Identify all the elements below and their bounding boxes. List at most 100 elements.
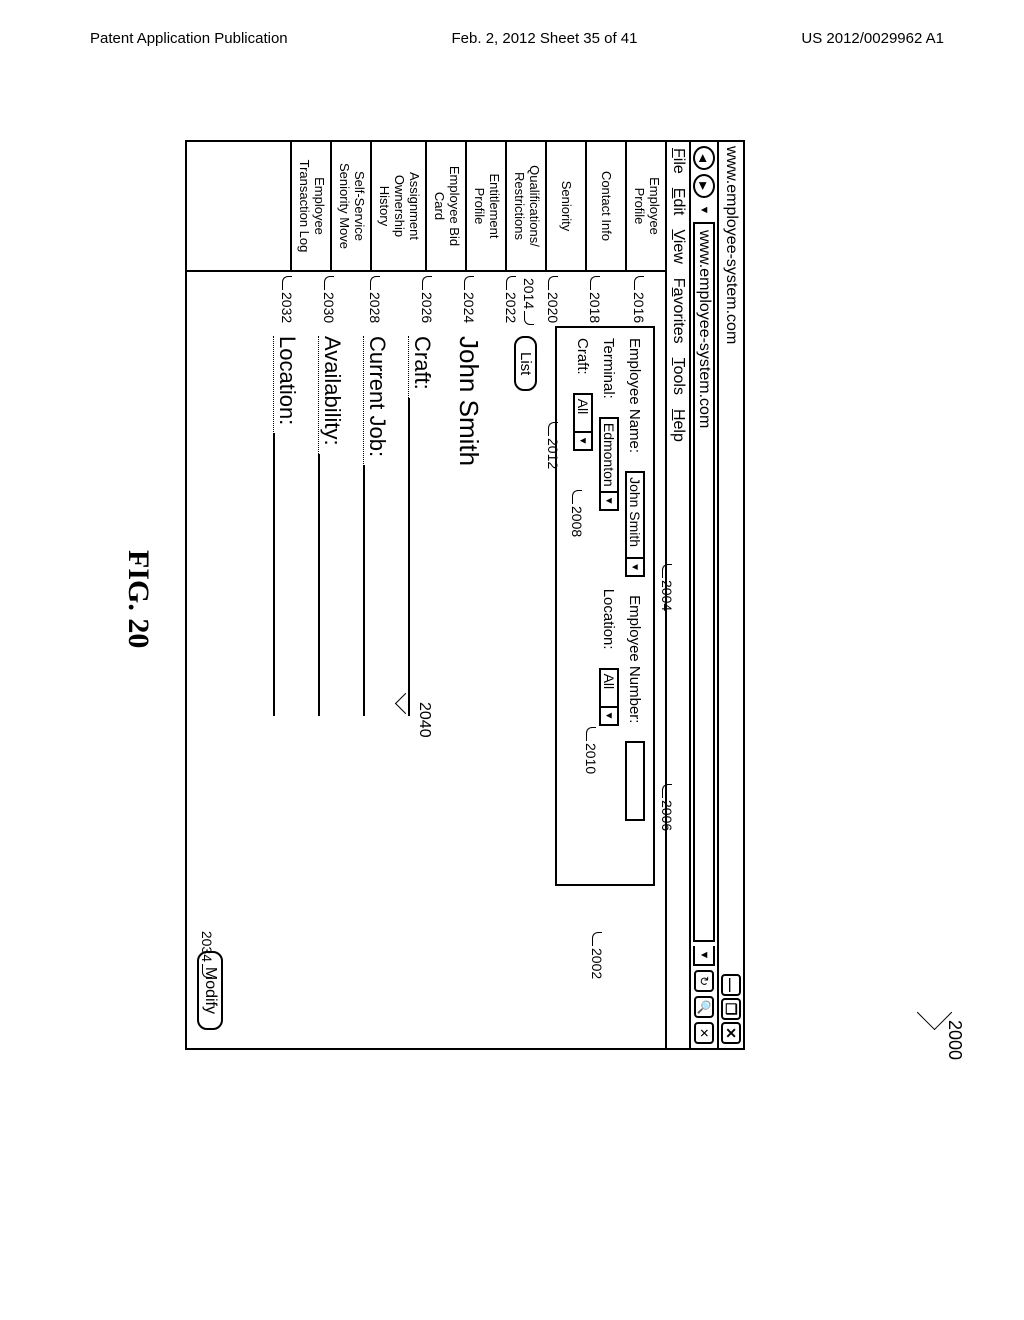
header-right: US 2012/0029962 A1 (801, 30, 944, 47)
employee-name-label: Employee Name: (627, 338, 644, 453)
menu-tools[interactable]: Tools (669, 358, 687, 395)
ref-2018: 2018 (587, 276, 603, 323)
ref-2008: 2008 (569, 490, 585, 537)
sidebar-item-contact-info[interactable]: Contact Info (585, 142, 625, 270)
chevron-down-icon[interactable]: ▼ (599, 493, 619, 511)
detail-value (273, 433, 295, 716)
ref-2032: 2032 (279, 276, 295, 323)
ref-2030: 2030 (321, 276, 337, 323)
ref-2022: 2022 (503, 276, 519, 323)
menu-view[interactable]: View (669, 229, 687, 263)
employee-number-input[interactable] (625, 741, 645, 821)
menu-file[interactable]: File (669, 148, 687, 174)
ref-2024: 2024 (461, 276, 477, 323)
figure-20: 2000 www.employee-system.com — ❐ ✕ ◄ ► ▼… (25, 180, 925, 1010)
sidebar-item-employee-profile[interactable]: EmployeeProfile (625, 142, 665, 270)
location-input[interactable]: All (599, 668, 619, 708)
sidebar-item-assignment-history[interactable]: AssignmentOwnershipHistory (370, 142, 425, 270)
ref-2034: 2034 (199, 931, 215, 978)
sidebar-item-label: Self-ServiceSeniority Move (336, 163, 366, 249)
ref-2020: 2020 (545, 276, 561, 323)
detail-value (408, 398, 430, 716)
sidebar-item-label: Employee BidCard (431, 166, 461, 246)
detail-label: Craft: (409, 336, 435, 390)
sidebar: EmployeeProfile Contact Info Seniority Q… (187, 142, 665, 272)
sidebar-item-label: Contact Info (599, 171, 614, 241)
detail-label: Availability: (319, 336, 345, 446)
sidebar-item-entitlement[interactable]: EntitlementProfile (465, 142, 505, 270)
ref-2010: 2010 (583, 727, 599, 774)
ref-2040: 2040 (415, 702, 433, 738)
terminal-input[interactable]: Edmonton (599, 417, 619, 493)
sidebar-item-label: Seniority (559, 181, 574, 232)
ref-2002: 2002 (589, 932, 605, 979)
chevron-down-icon[interactable]: ▼ (599, 708, 619, 726)
search-icon[interactable]: 🔍 (694, 996, 714, 1018)
sidebar-item-label: EmployeeTransaction Log (296, 160, 326, 253)
craft-combo[interactable]: All ▼ (573, 393, 593, 451)
ref-2028: 2028 (367, 276, 383, 323)
terminal-combo[interactable]: Edmonton ▼ (599, 417, 619, 511)
sidebar-item-label: Qualifications/Restrictions (511, 165, 541, 247)
sidebar-item-seniority[interactable]: Seniority (545, 142, 585, 270)
back-icon[interactable]: ◄ (693, 146, 715, 170)
sidebar-item-label: EmployeeProfile (631, 177, 661, 235)
figure-caption: FIG. 20 (121, 550, 155, 648)
sidebar-item-self-service[interactable]: Self-ServiceSeniority Move (330, 142, 370, 270)
terminal-label: Terminal: (601, 338, 618, 399)
ref-2026: 2026 (419, 276, 435, 323)
chevron-down-icon[interactable]: ▼ (573, 433, 593, 451)
list-button[interactable]: List (514, 336, 537, 391)
minimize-icon[interactable]: — (721, 974, 741, 996)
header-left: Patent Application Publication (90, 30, 288, 47)
url-input[interactable]: www.employee-system.com (693, 222, 715, 942)
browser-window: www.employee-system.com — ❐ ✕ ◄ ► ▼ www.… (185, 140, 745, 1050)
ref-2012: 2012 (545, 422, 561, 469)
sidebar-item-label: EntitlementProfile (471, 173, 501, 238)
employee-name-combo[interactable]: John Smith ▼ (625, 471, 645, 577)
window-title: www.employee-system.com (722, 146, 740, 974)
menu-edit[interactable]: Edit (669, 188, 687, 216)
filter-box: Employee Name: John Smith ▼ Employee Num… (555, 326, 655, 886)
ref-2004: 2004 (659, 564, 675, 611)
employee-name-input[interactable]: John Smith (625, 471, 645, 559)
address-bar: ◄ ► ▼ www.employee-system.com ▼ ↻ 🔍 ✕ (689, 142, 717, 1048)
sidebar-item-bid-card[interactable]: Employee BidCard (425, 142, 465, 270)
maximize-icon[interactable]: ❐ (721, 998, 741, 1020)
craft-label: Craft: (575, 338, 592, 375)
url-text: www.employee-system.com (695, 230, 713, 428)
url-dropdown-icon[interactable]: ▼ (693, 946, 715, 966)
ref-2016: 2016 (631, 276, 647, 323)
title-bar: www.employee-system.com — ❐ ✕ (717, 142, 743, 1048)
location-combo[interactable]: All ▼ (599, 668, 619, 726)
detail-label: Current Job: (364, 336, 390, 457)
forward-icon[interactable]: ► (693, 174, 715, 198)
sidebar-item-qualifications[interactable]: Qualifications/Restrictions (505, 142, 545, 270)
detail-craft: Craft: (408, 336, 435, 716)
page-header: Patent Application Publication Feb. 2, 2… (0, 0, 1024, 57)
detail-availability: Availability: (318, 336, 345, 716)
ref-2006: 2006 (659, 784, 675, 831)
ref-2000: 2000 (944, 1020, 965, 1060)
sidebar-item-label: AssignmentOwnershipHistory (376, 172, 421, 240)
employee-name-display: John Smith (453, 336, 484, 1034)
header-center: Feb. 2, 2012 Sheet 35 of 41 (452, 30, 638, 47)
detail-value (363, 465, 385, 716)
menu-help[interactable]: Help (669, 409, 687, 442)
ref-2014: 2014 (521, 278, 537, 325)
detail-current-job: Current Job: (363, 336, 390, 716)
menu-favorites[interactable]: Favorites (669, 278, 687, 344)
detail-label: Location: (274, 336, 300, 425)
location-label: Location: (601, 589, 618, 650)
chevron-down-icon[interactable]: ▼ (625, 559, 645, 577)
craft-input[interactable]: All (573, 393, 593, 433)
main-panel: Employee Name: John Smith ▼ Employee Num… (187, 272, 665, 1048)
close-icon[interactable]: ✕ (721, 1022, 741, 1044)
detail-value (318, 454, 340, 716)
nav-dropdown-icon[interactable]: ▼ (695, 202, 713, 218)
sidebar-item-transaction-log[interactable]: EmployeeTransaction Log (290, 142, 330, 270)
detail-location: Location: (273, 336, 300, 716)
stop-icon[interactable]: ✕ (694, 1022, 714, 1044)
employee-number-label: Employee Number: (627, 595, 644, 723)
refresh-icon[interactable]: ↻ (694, 970, 714, 992)
